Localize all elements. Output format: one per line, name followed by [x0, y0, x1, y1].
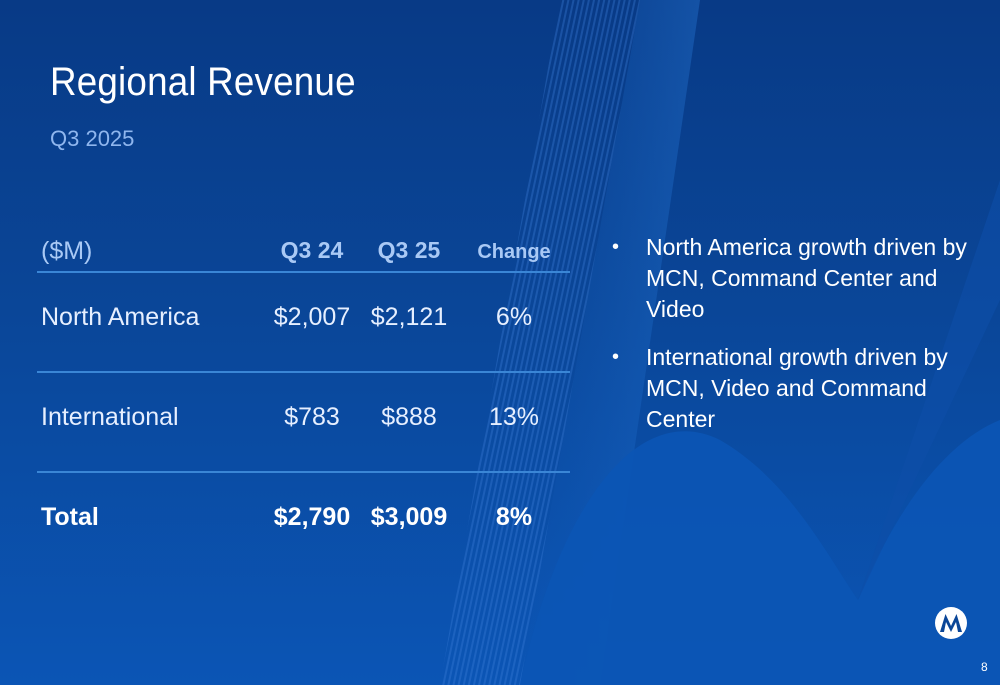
row-q3-24: $2,790: [273, 503, 351, 531]
row-label: North America: [41, 303, 200, 331]
motorola-m-logo-icon: [935, 607, 967, 639]
bullet-icon: •: [612, 346, 620, 368]
row-q3-25: $888: [381, 403, 437, 431]
row-q3-24: $783: [284, 403, 340, 431]
row-q3-24: $2,007: [273, 303, 351, 331]
table-row: International $783 $888 13%: [37, 403, 570, 443]
page-title: Regional Revenue: [50, 60, 356, 104]
row-q3-25: $3,009: [370, 503, 448, 531]
header-change: Change: [477, 241, 551, 263]
row-change: 8%: [495, 503, 533, 531]
bullet-text: North America growth driven by MCN, Comm…: [646, 234, 967, 322]
bullet-item: • International growth driven by MCN, Vi…: [612, 342, 982, 435]
table-row: North America $2,007 $2,121 6%: [37, 303, 570, 343]
table-divider: [37, 271, 570, 273]
bullet-text: International growth driven by MCN, Vide…: [646, 344, 948, 432]
header-q3-25: Q3 25: [377, 237, 441, 263]
header-units: ($M): [41, 237, 93, 265]
commentary-bullets: • North America growth driven by MCN, Co…: [612, 232, 982, 452]
page-subtitle: Q3 2025: [50, 126, 135, 151]
table-divider: [37, 471, 570, 473]
header-q3-24: Q3 24: [280, 237, 344, 263]
row-label: International: [41, 403, 179, 431]
row-q3-25: $2,121: [370, 303, 448, 331]
row-change: 6%: [495, 303, 533, 331]
table-divider: [37, 371, 570, 373]
bullet-icon: •: [612, 236, 620, 258]
row-label: Total: [41, 503, 99, 531]
table-row-total: Total $2,790 $3,009 8%: [37, 503, 570, 543]
row-change: 13%: [488, 403, 540, 431]
page-number: 8: [981, 660, 988, 674]
bullet-item: • North America growth driven by MCN, Co…: [612, 232, 982, 325]
